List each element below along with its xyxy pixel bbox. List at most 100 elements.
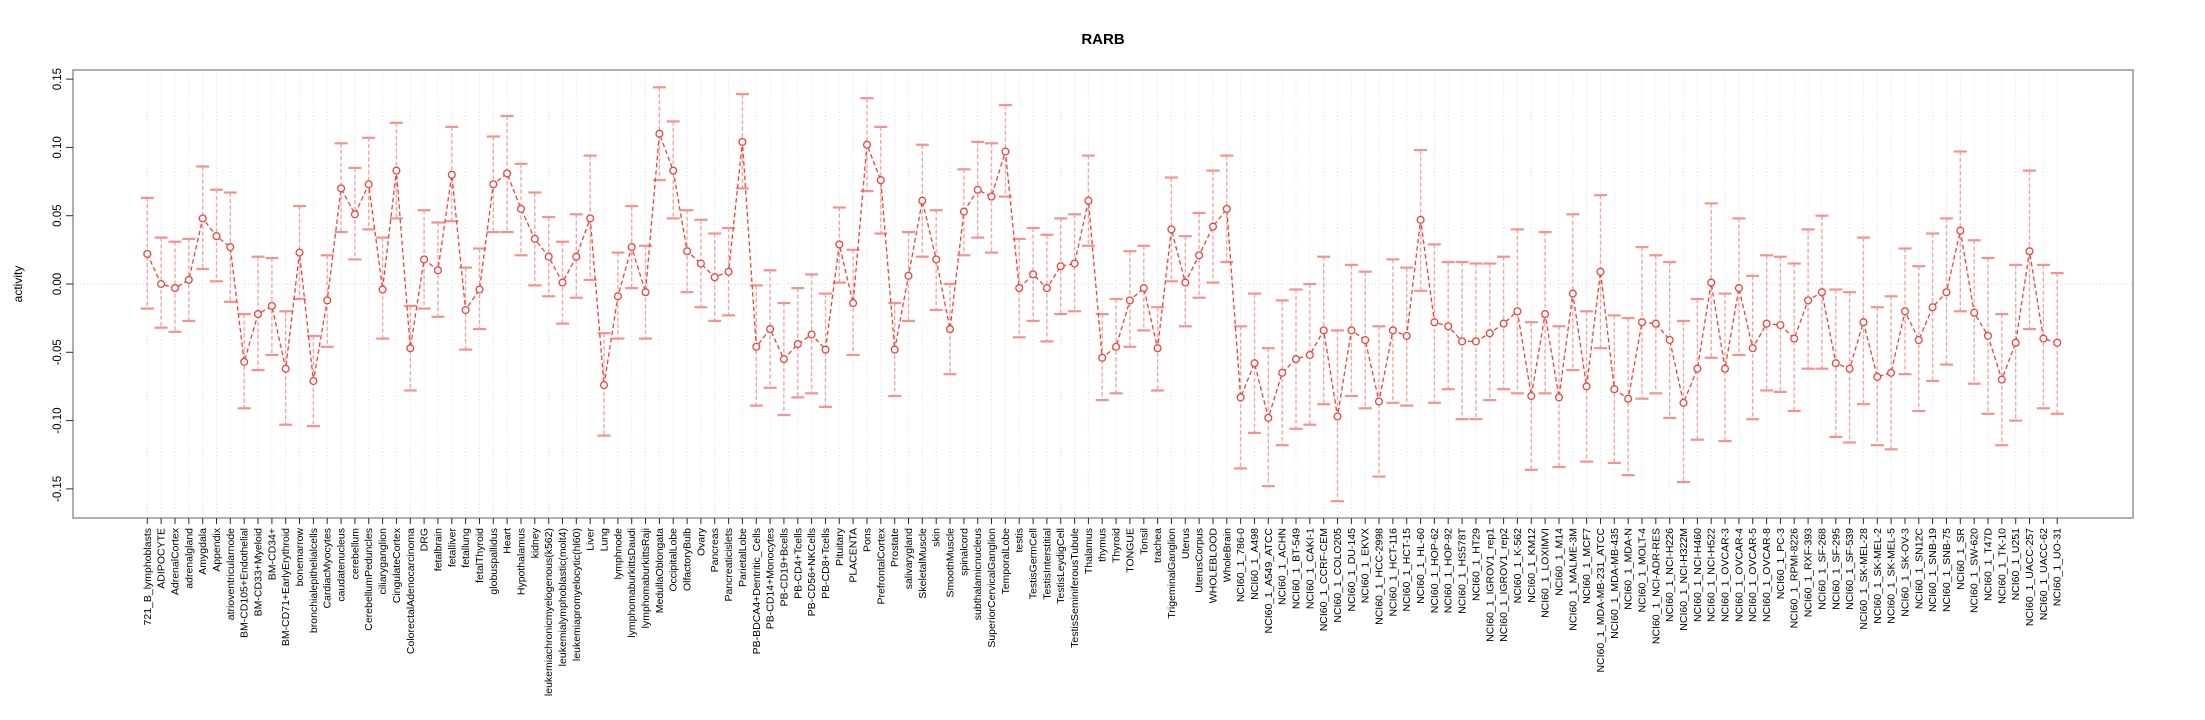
svg-text:NCI60_1_DU-145: NCI60_1_DU-145 bbox=[1346, 528, 1358, 612]
svg-text:thymus: thymus bbox=[1097, 528, 1109, 562]
svg-text:NCI60_1_OVCAR-8: NCI60_1_OVCAR-8 bbox=[1761, 528, 1773, 622]
svg-text:PB-CD8+Tcells: PB-CD8+Tcells bbox=[820, 528, 832, 599]
svg-text:WHOLEBLOOD: WHOLEBLOOD bbox=[1208, 528, 1220, 604]
svg-text:globuspallidus: globuspallidus bbox=[488, 528, 500, 595]
svg-text:NCI60_1_TK-10: NCI60_1_TK-10 bbox=[1996, 528, 2008, 604]
svg-text:-0.15: -0.15 bbox=[52, 476, 64, 502]
svg-text:skin: skin bbox=[931, 528, 943, 547]
svg-text:NCI60_1_LOXIMVI: NCI60_1_LOXIMVI bbox=[1540, 528, 1552, 618]
svg-text:ColorectalAdenocarcinoma: ColorectalAdenocarcinoma bbox=[405, 528, 417, 654]
svg-text:NCI60_1_NCI-ADR-RES: NCI60_1_NCI-ADR-RES bbox=[1650, 528, 1662, 644]
svg-text:BM-CD34+: BM-CD34+ bbox=[266, 528, 278, 580]
svg-text:NCI60_1_IGROV1_rep1: NCI60_1_IGROV1_rep1 bbox=[1484, 528, 1496, 642]
svg-text:NCI60_1_MDA-N: NCI60_1_MDA-N bbox=[1623, 528, 1635, 610]
svg-text:NCI60_1_UACC-257: NCI60_1_UACC-257 bbox=[2024, 528, 2036, 626]
svg-text:bronchialepithelialcells: bronchialepithelialcells bbox=[308, 528, 320, 633]
svg-text:NCI60_1_COLO205: NCI60_1_COLO205 bbox=[1332, 528, 1344, 623]
svg-text:Pituitary: Pituitary bbox=[834, 527, 846, 566]
svg-text:fetallung: fetallung bbox=[460, 528, 472, 568]
svg-text:NCI60_1_SK-MEL-28: NCI60_1_SK-MEL-28 bbox=[1858, 528, 1870, 630]
svg-text:MedullaOblongata: MedullaOblongata bbox=[654, 528, 666, 613]
svg-text:salivarygland: salivarygland bbox=[903, 528, 915, 589]
svg-text:OlfactoryBulb: OlfactoryBulb bbox=[682, 528, 694, 591]
svg-text:Appendix: Appendix bbox=[211, 527, 223, 572]
svg-text:NCI60_1_SF-268: NCI60_1_SF-268 bbox=[1816, 528, 1828, 610]
svg-text:NCI60_1_SNB-75: NCI60_1_SNB-75 bbox=[1941, 528, 1953, 612]
svg-text:Pancreas: Pancreas bbox=[709, 528, 721, 572]
svg-text:NCI60_1_SK-MEL-5: NCI60_1_SK-MEL-5 bbox=[1886, 528, 1898, 624]
svg-text:PB-CD4+Tcells: PB-CD4+Tcells bbox=[792, 528, 804, 599]
svg-text:NCI60_1_CCRF-CEM: NCI60_1_CCRF-CEM bbox=[1318, 528, 1330, 631]
svg-text:cerebellum: cerebellum bbox=[349, 528, 361, 580]
svg-text:caudatenucleus: caudatenucleus bbox=[336, 528, 348, 602]
svg-text:testis: testis bbox=[1014, 528, 1026, 553]
svg-text:TONGUE: TONGUE bbox=[1124, 528, 1136, 573]
svg-text:PrefrontalCortex: PrefrontalCortex bbox=[875, 527, 887, 604]
svg-text:0.10: 0.10 bbox=[52, 136, 64, 158]
svg-text:NCI60_1_MDA-MB-435: NCI60_1_MDA-MB-435 bbox=[1609, 528, 1621, 639]
svg-text:NCI60_1_MDA-MB-231_ATCC: NCI60_1_MDA-MB-231_ATCC bbox=[1595, 528, 1607, 673]
svg-text:Prostate: Prostate bbox=[889, 528, 901, 567]
svg-text:NCI60_1_SNB-19: NCI60_1_SNB-19 bbox=[1927, 528, 1939, 612]
svg-text:NCI60_1_HOP-62: NCI60_1_HOP-62 bbox=[1429, 528, 1441, 613]
svg-text:NCI60_1_KM12: NCI60_1_KM12 bbox=[1526, 528, 1538, 603]
svg-text:NCI60_1_ACHN: NCI60_1_ACHN bbox=[1277, 528, 1289, 605]
svg-text:kidney: kidney bbox=[529, 527, 541, 558]
svg-text:spinalcord: spinalcord bbox=[958, 528, 970, 576]
svg-text:NCI60_1_UACC-62: NCI60_1_UACC-62 bbox=[2038, 528, 2050, 620]
svg-text:PLACENTA: PLACENTA bbox=[848, 528, 860, 583]
svg-text:Thalamus: Thalamus bbox=[1083, 528, 1095, 574]
svg-text:TestisGermCell: TestisGermCell bbox=[1028, 528, 1040, 599]
svg-text:trachea: trachea bbox=[1152, 528, 1164, 563]
svg-text:NCI60_1_MOLT-4: NCI60_1_MOLT-4 bbox=[1637, 528, 1649, 613]
svg-text:Tonsil: Tonsil bbox=[1138, 528, 1150, 555]
svg-text:OccipitalLobe: OccipitalLobe bbox=[668, 528, 680, 592]
svg-text:lymphomaburkittsDaudi: lymphomaburkittsDaudi bbox=[626, 528, 638, 638]
svg-text:bonemarrow: bonemarrow bbox=[294, 528, 306, 587]
chart-title: RARB bbox=[1081, 31, 1125, 48]
svg-text:DRG: DRG bbox=[419, 528, 431, 551]
svg-text:TestisSeminiferousTubule: TestisSeminiferousTubule bbox=[1069, 528, 1081, 648]
svg-text:NCI60_1_NCI-H460: NCI60_1_NCI-H460 bbox=[1692, 528, 1704, 622]
svg-text:fetalbrain: fetalbrain bbox=[432, 528, 444, 571]
svg-text:PB-CD19+Bcells: PB-CD19+Bcells bbox=[778, 528, 790, 607]
svg-text:NCI60_1_A498: NCI60_1_A498 bbox=[1249, 528, 1261, 600]
svg-text:CingulateCortex: CingulateCortex bbox=[391, 527, 403, 603]
svg-text:NCI60_1_SR: NCI60_1_SR bbox=[1955, 528, 1967, 590]
svg-text:fetalliver: fetalliver bbox=[446, 528, 458, 568]
svg-text:NCI60_1_HOP-92: NCI60_1_HOP-92 bbox=[1443, 528, 1455, 613]
svg-text:NCI60_1_OVCAR-5: NCI60_1_OVCAR-5 bbox=[1747, 528, 1759, 622]
svg-text:0.05: 0.05 bbox=[52, 205, 64, 227]
svg-text:leukemiachronicmyelogenous(k56: leukemiachronicmyelogenous(k562) bbox=[543, 528, 555, 696]
svg-text:Pancreaticislets: Pancreaticislets bbox=[723, 528, 735, 602]
svg-text:NCI60_1_T47D: NCI60_1_T47D bbox=[1983, 528, 1995, 601]
svg-text:Pons: Pons bbox=[862, 528, 874, 552]
svg-text:NCI60_1_M14: NCI60_1_M14 bbox=[1554, 528, 1566, 596]
svg-text:NCI60_1_U251: NCI60_1_U251 bbox=[2010, 528, 2022, 601]
svg-text:NCI60_1_HCT-116: NCI60_1_HCT-116 bbox=[1387, 528, 1399, 617]
svg-text:subthalamicnucleus: subthalamicnucleus bbox=[972, 528, 984, 620]
svg-text:Lung: Lung bbox=[599, 528, 611, 552]
svg-text:NCI60_1_PC-3: NCI60_1_PC-3 bbox=[1775, 528, 1787, 599]
svg-text:NCI60_1_A549_ATCC: NCI60_1_A549_ATCC bbox=[1263, 528, 1275, 634]
svg-text:721_B_lymphoblasts: 721_B_lymphoblasts bbox=[142, 528, 154, 625]
svg-text:NCI60_1_RPMI-8226: NCI60_1_RPMI-8226 bbox=[1789, 528, 1801, 629]
svg-text:ciliaryganglion: ciliaryganglion bbox=[377, 528, 389, 595]
svg-text:Thyroid: Thyroid bbox=[1111, 528, 1123, 563]
svg-text:NCI60_1_SF-295: NCI60_1_SF-295 bbox=[1830, 528, 1842, 610]
svg-text:lymphomaburkittsRaji: lymphomaburkittsRaji bbox=[640, 528, 652, 628]
svg-text:NCI60_1_MCF7: NCI60_1_MCF7 bbox=[1581, 528, 1593, 604]
svg-text:PB-CD56+NKCells: PB-CD56+NKCells bbox=[806, 528, 818, 616]
svg-text:NCI60_1_OVCAR-3: NCI60_1_OVCAR-3 bbox=[1720, 528, 1732, 622]
svg-text:TrigeminalGanglion: TrigeminalGanglion bbox=[1166, 528, 1178, 619]
x-axis: 721_B_lymphoblasts ADIPOCYTE AdrenalCortex… bbox=[142, 518, 2064, 696]
svg-text:Uterus: Uterus bbox=[1180, 528, 1192, 559]
y-axis: 0.15 0.10 0.05 0.00 -0.05 -0.10 -0.15 bbox=[52, 68, 73, 502]
data-points bbox=[143, 129, 2062, 422]
plot-box bbox=[72, 69, 2134, 519]
svg-text:Liver: Liver bbox=[585, 528, 597, 551]
svg-text:NCI60_1_HCC-2998: NCI60_1_HCC-2998 bbox=[1374, 528, 1386, 625]
svg-text:NCI60_1_OVCAR-4: NCI60_1_OVCAR-4 bbox=[1733, 528, 1745, 622]
svg-text:BM-CD105+Endothelial: BM-CD105+Endothelial bbox=[239, 528, 251, 638]
